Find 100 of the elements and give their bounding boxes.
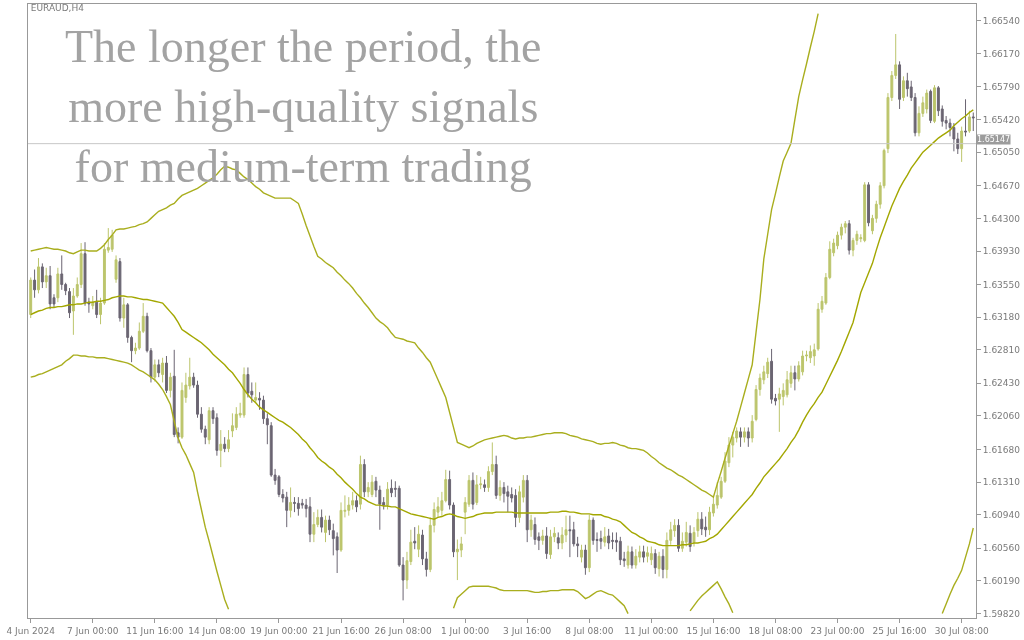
candlestick (506, 485, 510, 513)
candlestick (533, 516, 537, 546)
candlestick (362, 458, 366, 498)
candlestick (653, 548, 657, 575)
candlestick (746, 426, 750, 448)
candlestick (580, 544, 583, 563)
x-tick-label: 8 Jul 08:00 (565, 625, 614, 636)
x-tick-label: 11 Jun 16:00 (126, 625, 184, 636)
candlestick (390, 479, 393, 498)
candlestick (498, 479, 502, 502)
candlestick (863, 181, 867, 243)
candlestick (952, 122, 956, 152)
candlestick (568, 515, 572, 558)
chart-title: EURAUD,H4 (30, 3, 85, 14)
candlestick (704, 516, 708, 538)
candlestick (471, 471, 475, 510)
candlestick (37, 257, 40, 294)
candlestick (657, 551, 661, 578)
x-tick-label: 19 Jun 00:00 (250, 625, 308, 636)
candlestick (541, 529, 545, 546)
candlestick (618, 536, 622, 566)
y-tick-label: 1.60940 (982, 509, 1021, 520)
candlestick (33, 269, 37, 299)
y-tick-label: 1.64670 (982, 180, 1021, 191)
candlestick (929, 89, 933, 124)
y-tick-label: 1.63550 (982, 279, 1021, 290)
candlestick (358, 455, 362, 510)
candlestick (110, 229, 114, 253)
candlestick (525, 474, 529, 543)
candlestick (587, 514, 591, 573)
candlestick (971, 112, 975, 132)
candlestick (386, 481, 390, 510)
candlestick (157, 359, 161, 378)
candlestick (684, 521, 688, 548)
y-tick-label: 1.60560 (982, 543, 1021, 554)
x-tick-label: 1 Jul 00:00 (441, 625, 490, 636)
candlestick (960, 126, 964, 163)
candlestick (607, 528, 611, 550)
x-tick-label: 25 Jul 16:00 (872, 625, 927, 636)
candlestick (661, 548, 665, 579)
candlestick (417, 524, 421, 558)
y-tick-label: 1.63180 (982, 312, 1021, 323)
candlestick (285, 491, 289, 528)
x-tick-label: 4 Jun 2024 (6, 625, 56, 636)
y-tick-label: 1.65420 (982, 114, 1021, 125)
candlestick (808, 344, 812, 364)
y-tick-label: 1.61680 (982, 444, 1021, 455)
candlestick (308, 496, 312, 543)
candlestick (320, 508, 324, 533)
candlestick (168, 372, 172, 398)
candlestick (642, 545, 646, 563)
candlestick (413, 526, 417, 550)
candlestick (44, 267, 48, 289)
candlestick (626, 545, 630, 570)
candlestick (223, 436, 227, 453)
candlestick (40, 262, 44, 289)
candlestick (219, 429, 223, 468)
x-tick-label: 21 Jun 16:00 (312, 625, 370, 636)
candlestick (29, 276, 33, 319)
y-tick-label: 1.64300 (982, 213, 1021, 224)
candlestick (677, 518, 680, 553)
candlestick (60, 254, 64, 291)
candlestick (455, 538, 459, 581)
y-tick-label: 1.59820 (982, 608, 1021, 619)
candlestick (933, 84, 936, 124)
candlestick (347, 496, 351, 517)
candlestick (153, 359, 157, 383)
y-tick-label: 1.65790 (982, 82, 1021, 93)
x-tick-label: 15 Jul 16:00 (686, 625, 741, 636)
candlestick (603, 526, 607, 548)
candlestick (207, 406, 211, 445)
y-tick-label: 1.66540 (982, 15, 1021, 26)
candlestick (114, 254, 118, 284)
candlestick (494, 455, 498, 500)
candlestick (793, 365, 797, 391)
candlestick (777, 387, 781, 433)
candlestick (583, 544, 587, 576)
candlestick (902, 75, 905, 102)
candlestick (355, 494, 358, 513)
candlestick (161, 357, 165, 383)
candlestick (634, 548, 638, 570)
candlestick (324, 515, 327, 543)
candlestick (925, 89, 929, 114)
candlestick (646, 546, 649, 563)
candlestick (165, 355, 168, 394)
y-tick-label: 1.62430 (982, 378, 1021, 389)
candlestick (630, 546, 634, 570)
candlestick (611, 531, 614, 550)
candlestick (118, 257, 122, 323)
line-series (30, 13, 819, 498)
candlestick (964, 98, 967, 137)
candlestick (688, 524, 692, 553)
candlestick (545, 526, 549, 560)
candlestick (296, 496, 300, 517)
candlestick (514, 488, 518, 528)
candlestick (242, 366, 246, 419)
candlestick (289, 486, 293, 518)
candlestick (847, 219, 851, 256)
candlestick (227, 429, 230, 453)
candlestick (529, 514, 533, 538)
